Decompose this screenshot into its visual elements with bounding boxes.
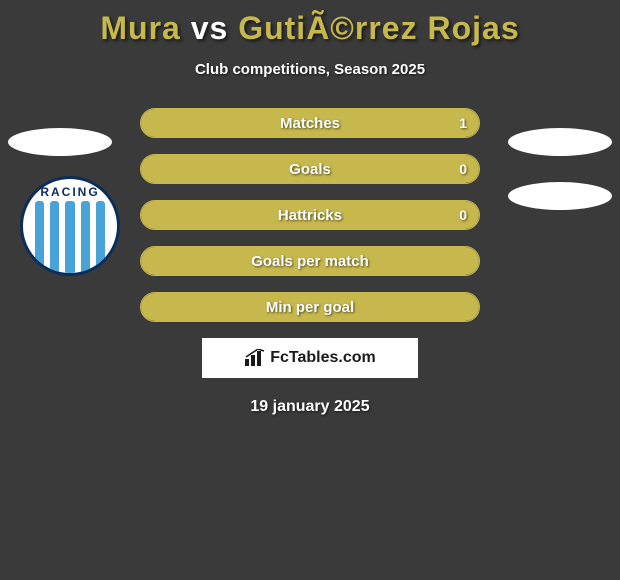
stat-bar-left-fill <box>141 293 311 321</box>
stat-bar: Hattricks0 <box>140 200 480 230</box>
footer-date: 19 january 2025 <box>0 398 620 416</box>
title-vs: vs <box>191 10 238 46</box>
club-badge-stripes <box>23 201 117 273</box>
stat-bar: Goals0 <box>140 154 480 184</box>
brand-box[interactable]: FcTables.com <box>202 338 418 378</box>
stat-bar-right-fill <box>140 155 479 183</box>
stat-bar: Goals per match <box>140 246 480 276</box>
stat-bar: Min per goal <box>140 292 480 322</box>
stat-bar-right-value: 0 <box>459 155 467 183</box>
club-badge-left: RACING <box>20 176 120 276</box>
club-badge-text: RACING <box>26 185 114 199</box>
stat-bar-right-value: 0 <box>459 201 467 229</box>
player-photo-right-placeholder-2 <box>508 182 612 210</box>
page-title: Mura vs GutiÃ©rrez Rojas <box>0 0 620 47</box>
stat-bar-right-fill <box>140 109 479 137</box>
stat-bar-left-fill <box>141 247 311 275</box>
stat-bar-right-fill <box>309 293 479 321</box>
title-right: GutiÃ©rrez Rojas <box>238 10 519 46</box>
subtitle: Club competitions, Season 2025 <box>0 61 620 78</box>
stat-bar-right-fill <box>309 247 479 275</box>
player-photo-left-placeholder <box>8 128 112 156</box>
stat-bars: Matches1 Goals0 Hattricks0 Goals per match M… <box>140 108 480 338</box>
title-left: Mura <box>100 10 180 46</box>
stat-bar: Matches1 <box>140 108 480 138</box>
stat-bar-right-fill <box>140 201 479 229</box>
stat-bar-right-value: 1 <box>459 109 467 137</box>
chart-icon <box>244 349 266 367</box>
player-photo-right-placeholder-1 <box>508 128 612 156</box>
brand-text: FcTables.com <box>270 349 376 367</box>
